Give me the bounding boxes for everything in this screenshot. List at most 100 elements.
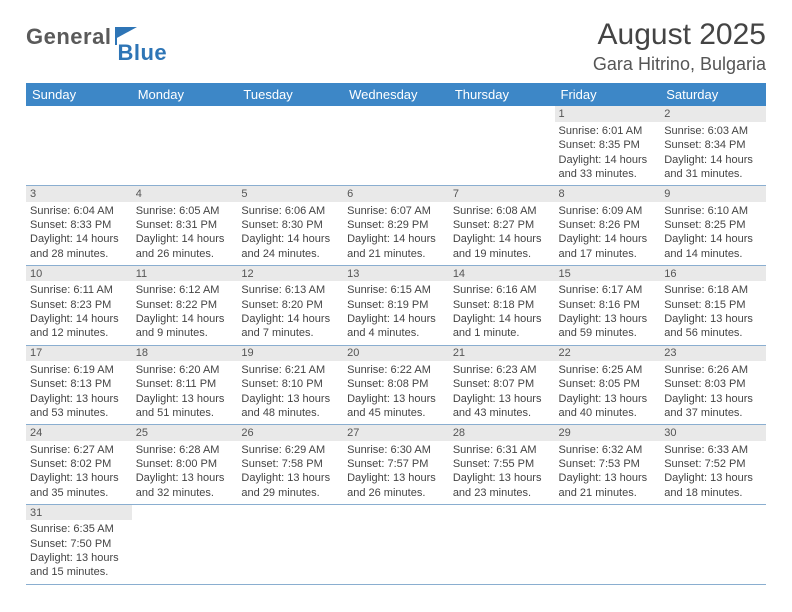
daylight-text: Daylight: 14 hours and 26 minutes. (136, 232, 234, 261)
daylight-text: Daylight: 13 hours and 15 minutes. (30, 551, 128, 580)
daylight-text: Daylight: 14 hours and 12 minutes. (30, 312, 128, 341)
daylight-text: Daylight: 13 hours and 40 minutes. (559, 392, 657, 421)
day-info-cell: Sunrise: 6:16 AMSunset: 8:18 PMDaylight:… (449, 281, 555, 345)
day-info-row: Sunrise: 6:04 AMSunset: 8:33 PMDaylight:… (26, 202, 766, 266)
sunrise-text: Sunrise: 6:09 AM (559, 204, 657, 218)
sunset-text: Sunset: 8:08 PM (347, 377, 445, 391)
daylight-text: Daylight: 14 hours and 28 minutes. (30, 232, 128, 261)
sunset-text: Sunset: 8:05 PM (559, 377, 657, 391)
sunset-text: Sunset: 8:34 PM (664, 138, 762, 152)
day-number-cell: 4 (132, 186, 238, 202)
day-info-cell (132, 122, 238, 186)
sunset-text: Sunset: 7:55 PM (453, 457, 551, 471)
day-info-cell: Sunrise: 6:06 AMSunset: 8:30 PMDaylight:… (237, 202, 343, 266)
sunrise-text: Sunrise: 6:10 AM (664, 204, 762, 218)
day-number-cell: 18 (132, 345, 238, 361)
day-info-row: Sunrise: 6:01 AMSunset: 8:35 PMDaylight:… (26, 122, 766, 186)
month-title: August 2025 (593, 18, 766, 52)
day-number-cell: 1 (555, 106, 661, 122)
day-info-cell: Sunrise: 6:11 AMSunset: 8:23 PMDaylight:… (26, 281, 132, 345)
day-number-cell: 2 (660, 106, 766, 122)
sunset-text: Sunset: 8:20 PM (241, 298, 339, 312)
sunset-text: Sunset: 8:26 PM (559, 218, 657, 232)
sunset-text: Sunset: 8:27 PM (453, 218, 551, 232)
daylight-text: Daylight: 13 hours and 29 minutes. (241, 471, 339, 500)
day-info-cell: Sunrise: 6:20 AMSunset: 8:11 PMDaylight:… (132, 361, 238, 425)
day-info-cell: Sunrise: 6:19 AMSunset: 8:13 PMDaylight:… (26, 361, 132, 425)
day-number-cell (343, 504, 449, 520)
sunset-text: Sunset: 8:03 PM (664, 377, 762, 391)
daylight-text: Daylight: 13 hours and 23 minutes. (453, 471, 551, 500)
sunset-text: Sunset: 8:30 PM (241, 218, 339, 232)
day-number-cell: 21 (449, 345, 555, 361)
daylight-text: Daylight: 14 hours and 24 minutes. (241, 232, 339, 261)
brand-logo: General Blue (26, 24, 169, 50)
day-info-cell (555, 520, 661, 584)
sunrise-text: Sunrise: 6:05 AM (136, 204, 234, 218)
sunrise-text: Sunrise: 6:28 AM (136, 443, 234, 457)
sunrise-text: Sunrise: 6:13 AM (241, 283, 339, 297)
day-info-cell (26, 122, 132, 186)
day-info-cell: Sunrise: 6:29 AMSunset: 7:58 PMDaylight:… (237, 441, 343, 505)
day-number-cell: 15 (555, 265, 661, 281)
sunset-text: Sunset: 8:35 PM (559, 138, 657, 152)
sunrise-text: Sunrise: 6:03 AM (664, 124, 762, 138)
sunrise-text: Sunrise: 6:32 AM (559, 443, 657, 457)
day-number-cell (343, 106, 449, 122)
day-info-cell (660, 520, 766, 584)
sunrise-text: Sunrise: 6:35 AM (30, 522, 128, 536)
calendar-table: Sunday Monday Tuesday Wednesday Thursday… (26, 83, 766, 585)
weekday-header: Monday (132, 83, 238, 106)
day-info-cell: Sunrise: 6:33 AMSunset: 7:52 PMDaylight:… (660, 441, 766, 505)
day-info-cell (132, 520, 238, 584)
daylight-text: Daylight: 13 hours and 56 minutes. (664, 312, 762, 341)
sunrise-text: Sunrise: 6:31 AM (453, 443, 551, 457)
day-number-cell: 8 (555, 186, 661, 202)
daylight-text: Daylight: 14 hours and 9 minutes. (136, 312, 234, 341)
day-info-cell: Sunrise: 6:27 AMSunset: 8:02 PMDaylight:… (26, 441, 132, 505)
sunrise-text: Sunrise: 6:08 AM (453, 204, 551, 218)
day-info-cell: Sunrise: 6:10 AMSunset: 8:25 PMDaylight:… (660, 202, 766, 266)
sunset-text: Sunset: 8:10 PM (241, 377, 339, 391)
sunrise-text: Sunrise: 6:33 AM (664, 443, 762, 457)
sunrise-text: Sunrise: 6:20 AM (136, 363, 234, 377)
day-info-row: Sunrise: 6:19 AMSunset: 8:13 PMDaylight:… (26, 361, 766, 425)
day-info-cell: Sunrise: 6:23 AMSunset: 8:07 PMDaylight:… (449, 361, 555, 425)
daylight-text: Daylight: 14 hours and 31 minutes. (664, 153, 762, 182)
day-info-cell: Sunrise: 6:30 AMSunset: 7:57 PMDaylight:… (343, 441, 449, 505)
day-number-cell: 13 (343, 265, 449, 281)
sunrise-text: Sunrise: 6:18 AM (664, 283, 762, 297)
day-info-cell: Sunrise: 6:08 AMSunset: 8:27 PMDaylight:… (449, 202, 555, 266)
day-number-cell (449, 106, 555, 122)
sunset-text: Sunset: 8:31 PM (136, 218, 234, 232)
day-info-cell: Sunrise: 6:32 AMSunset: 7:53 PMDaylight:… (555, 441, 661, 505)
sunset-text: Sunset: 8:18 PM (453, 298, 551, 312)
day-info-cell: Sunrise: 6:13 AMSunset: 8:20 PMDaylight:… (237, 281, 343, 345)
sunset-text: Sunset: 7:50 PM (30, 537, 128, 551)
sunrise-text: Sunrise: 6:01 AM (559, 124, 657, 138)
daylight-text: Daylight: 13 hours and 59 minutes. (559, 312, 657, 341)
sunrise-text: Sunrise: 6:12 AM (136, 283, 234, 297)
day-info-cell: Sunrise: 6:09 AMSunset: 8:26 PMDaylight:… (555, 202, 661, 266)
sunrise-text: Sunrise: 6:25 AM (559, 363, 657, 377)
day-number-cell (237, 106, 343, 122)
day-info-cell (343, 122, 449, 186)
weekday-header: Friday (555, 83, 661, 106)
day-number-cell: 3 (26, 186, 132, 202)
title-block: August 2025 Gara Hitrino, Bulgaria (593, 18, 766, 75)
sunset-text: Sunset: 8:13 PM (30, 377, 128, 391)
day-info-cell (237, 122, 343, 186)
daylight-text: Daylight: 13 hours and 32 minutes. (136, 471, 234, 500)
weekday-header: Tuesday (237, 83, 343, 106)
day-number-cell: 28 (449, 425, 555, 441)
weekday-header-row: Sunday Monday Tuesday Wednesday Thursday… (26, 83, 766, 106)
day-info-cell (449, 122, 555, 186)
sunset-text: Sunset: 8:19 PM (347, 298, 445, 312)
daylight-text: Daylight: 13 hours and 48 minutes. (241, 392, 339, 421)
day-info-row: Sunrise: 6:27 AMSunset: 8:02 PMDaylight:… (26, 441, 766, 505)
sunset-text: Sunset: 7:58 PM (241, 457, 339, 471)
day-info-cell: Sunrise: 6:21 AMSunset: 8:10 PMDaylight:… (237, 361, 343, 425)
weekday-header: Wednesday (343, 83, 449, 106)
daylight-text: Daylight: 14 hours and 33 minutes. (559, 153, 657, 182)
day-info-cell: Sunrise: 6:28 AMSunset: 8:00 PMDaylight:… (132, 441, 238, 505)
